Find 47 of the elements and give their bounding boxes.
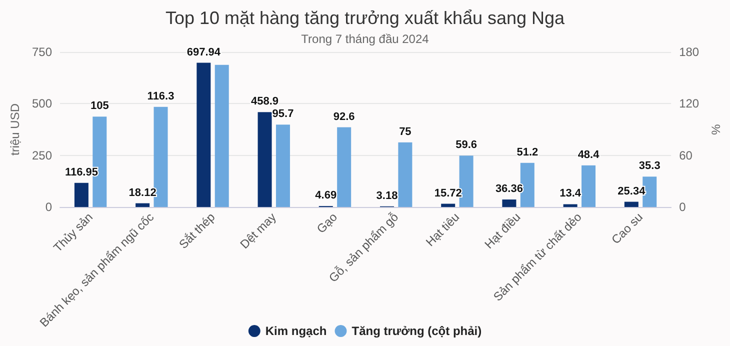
bar bbox=[624, 202, 638, 207]
y2-axis-title: % bbox=[709, 124, 723, 135]
y-tick-label: 500 bbox=[32, 96, 52, 111]
legend-label: Tăng trưởng (cột phải) bbox=[352, 324, 482, 338]
data-label: 92.6 bbox=[333, 110, 355, 123]
bar bbox=[337, 127, 352, 207]
x-tick-label: Hạt điều bbox=[482, 210, 524, 252]
chart-title: Top 10 mặt hàng tăng trưởng xuất khẩu sang Nga bbox=[165, 8, 566, 28]
data-label: 51.2 bbox=[516, 146, 538, 158]
x-tick-label: Hạt tiêu bbox=[423, 210, 462, 250]
y-axis-title: triệu USD bbox=[8, 103, 22, 156]
y2-tick-label: 180 bbox=[679, 45, 700, 59]
bar bbox=[502, 199, 516, 207]
y-tick-label: 250 bbox=[32, 148, 52, 162]
data-label: 59.6 bbox=[456, 139, 478, 152]
bar bbox=[276, 124, 290, 207]
x-tick-label: Gạo bbox=[314, 210, 340, 236]
bar bbox=[258, 112, 272, 207]
bar bbox=[136, 203, 150, 207]
data-label: 3.18 bbox=[376, 190, 398, 202]
bar bbox=[74, 182, 88, 207]
bar bbox=[582, 165, 596, 207]
x-tick-label: Cao su bbox=[608, 210, 646, 247]
y2-tick-label: 0 bbox=[679, 200, 686, 214]
bar bbox=[196, 62, 211, 207]
data-label: 48.4 bbox=[578, 148, 600, 161]
data-label: 13.4 bbox=[560, 188, 582, 200]
chart-subtitle: Trong 7 tháng đầu 2024 bbox=[301, 32, 430, 46]
bar bbox=[563, 204, 578, 207]
data-label: 35.3 bbox=[638, 160, 660, 172]
data-label: 697.94 bbox=[186, 46, 222, 58]
data-label: 95.7 bbox=[272, 108, 294, 120]
bar bbox=[214, 64, 229, 207]
data-label: 458.9 bbox=[251, 96, 279, 108]
y-tick-label: 750 bbox=[32, 45, 52, 59]
data-label: 105 bbox=[90, 100, 109, 112]
data-label: 116.3 bbox=[147, 90, 174, 102]
bar bbox=[441, 204, 456, 207]
x-tick-label: Sắt thép bbox=[176, 210, 218, 252]
data-label: 75 bbox=[399, 126, 412, 138]
x-tick-label: Dệt may bbox=[237, 210, 279, 252]
y-tick-label: 0 bbox=[45, 200, 52, 214]
y2-tick-label: 120 bbox=[679, 96, 700, 111]
bar bbox=[398, 142, 412, 207]
legend-label: Kim ngạch bbox=[265, 324, 327, 338]
data-label: 4.69 bbox=[315, 190, 337, 202]
y2-tick-label: 60 bbox=[679, 148, 693, 162]
